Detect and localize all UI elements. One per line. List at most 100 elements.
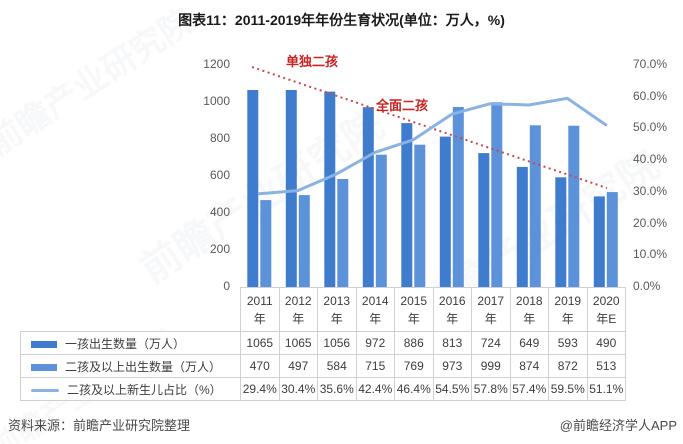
value-cell: 1056: [317, 331, 357, 355]
year-label: 2014: [361, 293, 389, 308]
year-label: 2011: [246, 293, 273, 308]
value-cell: 59.5%: [548, 377, 588, 401]
value-cell: 813: [432, 331, 472, 355]
year-suffix: 年: [253, 311, 266, 326]
legend-cell: 二孩及以上出生数量（万人）: [20, 354, 241, 378]
value-cell: 513: [586, 354, 626, 378]
table-header-row: 2011 年 2012 年 2013 年 2014 年 2015 年 2016 年 2017 年 2018 年…: [21, 287, 626, 332]
table-row: 二孩及以上出生数量（万人） 470 497 584 715 769 973 999 874 872…: [20, 354, 626, 378]
year-header-cell: 2011 年: [240, 287, 280, 332]
left-axis-tick: 200: [209, 242, 230, 256]
year-suffix: 年: [561, 311, 574, 326]
left-axis-tick: 1000: [203, 94, 230, 108]
right-axis-tick: 70.0%: [633, 57, 668, 71]
bar-series1: [439, 136, 451, 287]
year-suffix: 年: [407, 311, 420, 326]
value-cell: 497: [278, 354, 318, 378]
value-cell: 57.4%: [509, 377, 549, 401]
legend-label: 二孩及以上出生数量（万人）: [65, 359, 222, 374]
right-axis-tick: 20.0%: [633, 215, 668, 230]
plot-area: 单独二孩 全面二孩: [240, 54, 625, 288]
left-axis-tick: 1200: [203, 57, 230, 71]
legend-bar-swatch-icon: [31, 363, 57, 371]
bar-series2: [337, 179, 349, 287]
value-cell: 1065: [240, 331, 280, 355]
bar-series2: [606, 192, 618, 287]
value-cell: 715: [355, 354, 395, 378]
value-cell: 51.1%: [586, 377, 626, 401]
legend-cell: 二孩及以上新生儿占比（%）: [20, 377, 241, 401]
bar-series2: [260, 200, 272, 288]
right-axis-tick: 50.0%: [633, 120, 668, 135]
value-cell: 490: [586, 331, 626, 355]
right-axis-tick: 10.0%: [633, 247, 668, 262]
year-label: 2013: [323, 293, 351, 308]
left-axis-tick: 0: [223, 279, 230, 293]
annotation-dandu-erhai: 单独二孩: [286, 54, 339, 69]
left-axis-tick: 400: [209, 205, 230, 219]
right-axis: 70.0% 60.0% 50.0% 40.0% 30.0% 20.0% 10.0% 0.0%: [633, 57, 683, 293]
value-cell: 46.4%: [394, 377, 434, 401]
table-blank-cell: [21, 288, 241, 332]
value-cell: 999: [471, 354, 511, 378]
chart-canvas: [247, 66, 618, 288]
year-header-cell: 2014 年: [355, 287, 395, 332]
year-suffix: 年: [484, 311, 497, 326]
table-row: 一孩出生数量（万人） 1065 1065 1056 972 886 813 724 649 593…: [20, 331, 626, 355]
bar-series1: [401, 123, 413, 287]
legend-line-swatch-icon: [31, 388, 59, 392]
year-header-cell: 2018 年: [509, 287, 549, 332]
value-cell: 57.8%: [471, 377, 511, 401]
year-suffix: 年E: [596, 311, 617, 326]
year-suffix: 年: [523, 311, 536, 326]
value-cell: 649: [509, 331, 549, 355]
table-row: 二孩及以上新生儿占比（%） 29.4% 30.4% 35.6% 42.4% 46.4% 54…: [20, 377, 626, 401]
year-suffix: 年: [446, 311, 459, 326]
value-cell: 584: [317, 354, 357, 378]
legend-label: 二孩及以上新生儿占比（%）: [67, 382, 222, 397]
year-label: 2017: [477, 293, 505, 308]
bar-series1: [516, 166, 528, 287]
value-cell: 874: [509, 354, 549, 378]
year-label: 2015: [400, 293, 428, 308]
year-header-cell: 2012 年: [278, 287, 318, 332]
right-axis-tick: 60.0%: [633, 88, 668, 103]
year-suffix: 年: [369, 311, 382, 326]
year-suffix: 年: [330, 311, 343, 326]
bar-series1: [285, 90, 297, 287]
legend-bar-swatch-icon: [31, 340, 57, 348]
bar-series1: [362, 107, 374, 287]
value-cell: 35.6%: [317, 377, 357, 401]
year-header-cell: 2015 年: [394, 287, 434, 332]
value-cell: 593: [548, 331, 588, 355]
right-axis-tick: 30.0%: [633, 183, 668, 198]
chart-title: 图表11：2011-2019年年份生育状况(单位：万人，%): [178, 12, 505, 28]
year-label: 2019: [554, 293, 582, 308]
value-cell: 470: [240, 354, 280, 378]
bar-series2: [452, 107, 464, 287]
right-axis-tick: 0.0%: [633, 279, 661, 293]
bar-series1: [555, 177, 567, 287]
value-cell: 724: [471, 331, 511, 355]
app-credit: @前瞻经济学人APP: [559, 418, 677, 433]
bar-series1: [247, 90, 259, 287]
value-cell: 30.4%: [278, 377, 318, 401]
value-cell: 29.4%: [240, 377, 280, 401]
bar-series2: [529, 125, 541, 287]
year-label: 2020: [592, 293, 620, 308]
year-header-cell: 2017 年: [471, 287, 511, 332]
right-axis-tick: 40.0%: [633, 152, 668, 167]
year-header-cell: 2016 年: [432, 287, 472, 332]
annotation-quanmian-erhai: 全面二孩: [376, 98, 429, 113]
left-axis-tick: 600: [209, 168, 230, 182]
bar-series2: [491, 102, 503, 287]
source-note: 资料来源：前瞻产业研究院整理: [8, 418, 191, 433]
bar-series1: [478, 153, 490, 287]
value-cell: 972: [355, 331, 395, 355]
legend-label: 一孩出生数量（万人）: [65, 336, 186, 351]
value-cell: 1065: [278, 331, 318, 355]
year-suffix: 年: [292, 311, 305, 326]
year-header-cell: 2019 年: [548, 287, 588, 332]
data-table: 2011 年 2012 年 2013 年 2014 年 2015 年 2016 年 2017 年 2018 年…: [20, 287, 626, 401]
